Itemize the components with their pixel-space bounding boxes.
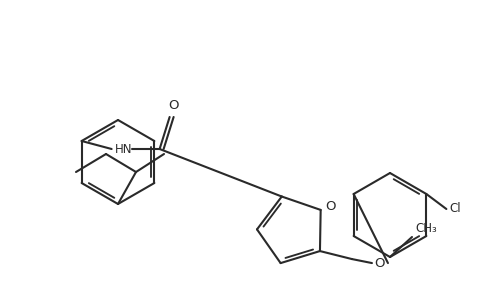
Text: O: O [326, 200, 336, 213]
Text: CH₃: CH₃ [415, 222, 437, 235]
Text: Cl: Cl [449, 203, 461, 215]
Text: O: O [375, 256, 385, 270]
Text: O: O [168, 99, 179, 112]
Text: HN: HN [115, 143, 132, 155]
